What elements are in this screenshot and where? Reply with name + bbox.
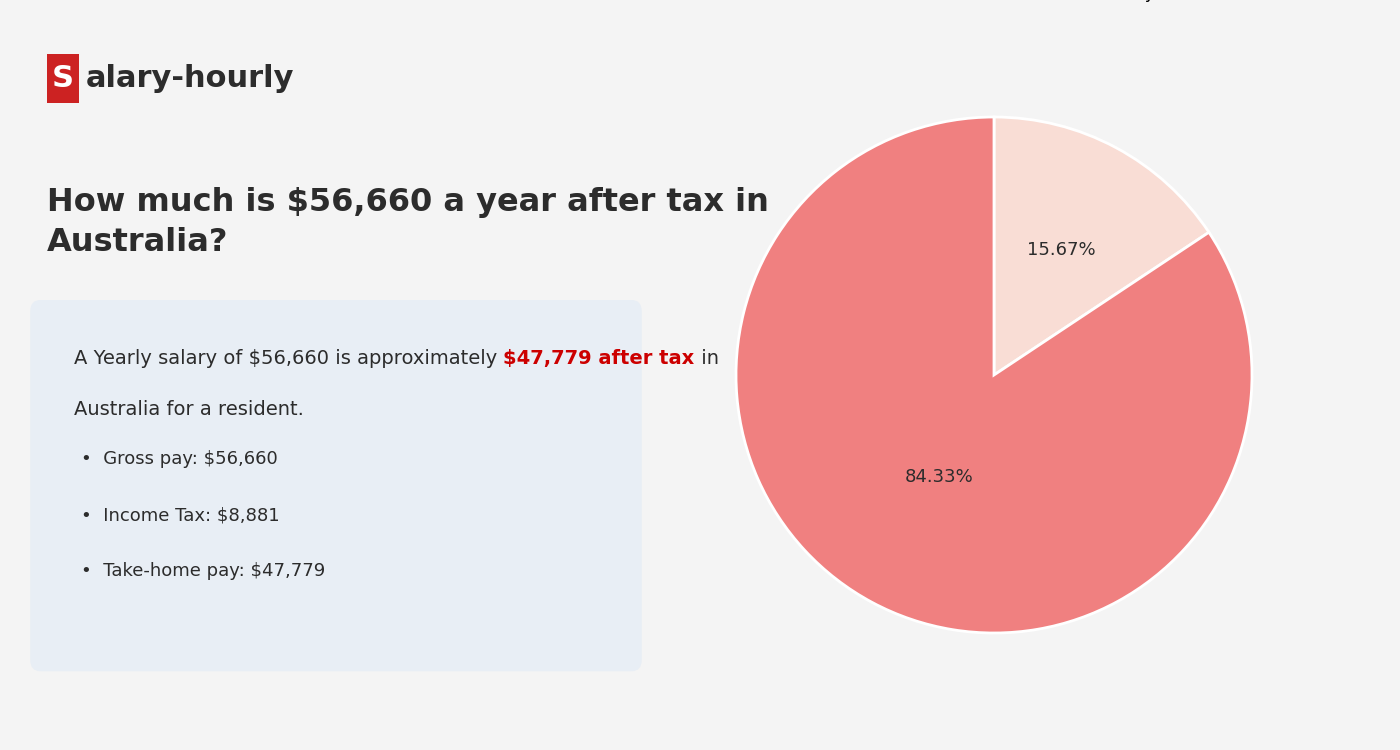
Text: S: S <box>52 64 74 93</box>
Legend: Income Tax, Take-home Pay: Income Tax, Take-home Pay <box>826 0 1162 8</box>
Text: 84.33%: 84.33% <box>904 468 973 486</box>
Text: Australia for a resident.: Australia for a resident. <box>74 400 304 418</box>
Text: A Yearly salary of $56,660 is approximately: A Yearly salary of $56,660 is approximat… <box>74 349 504 368</box>
FancyBboxPatch shape <box>31 300 641 671</box>
Text: •  Take-home pay: $47,779: • Take-home pay: $47,779 <box>81 562 325 580</box>
Text: in: in <box>694 349 718 368</box>
Text: $47,779 after tax: $47,779 after tax <box>504 349 694 368</box>
FancyBboxPatch shape <box>48 54 80 103</box>
Text: •  Gross pay: $56,660: • Gross pay: $56,660 <box>81 450 277 468</box>
Text: •  Income Tax: $8,881: • Income Tax: $8,881 <box>81 506 279 524</box>
Text: 15.67%: 15.67% <box>1026 241 1095 259</box>
Text: How much is $56,660 a year after tax in
Australia?: How much is $56,660 a year after tax in … <box>48 188 769 258</box>
Text: alary-hourly: alary-hourly <box>85 64 294 93</box>
Wedge shape <box>736 117 1252 633</box>
Wedge shape <box>994 117 1210 375</box>
